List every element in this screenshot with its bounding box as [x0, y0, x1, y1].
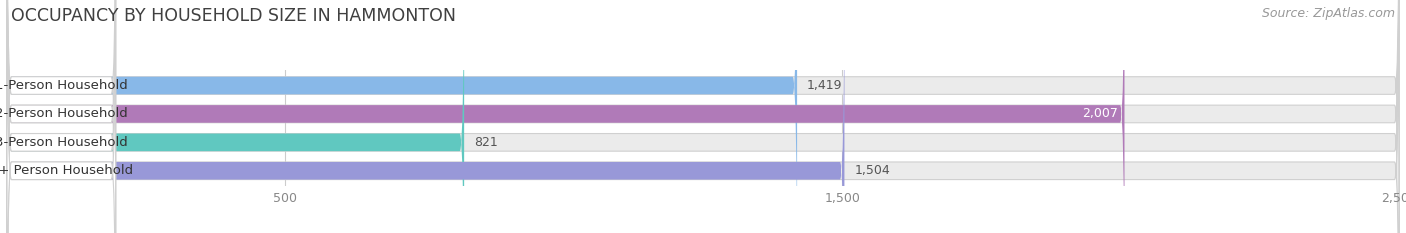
Text: 1,504: 1,504: [855, 164, 890, 177]
FancyBboxPatch shape: [7, 0, 115, 233]
Text: 4+ Person Household: 4+ Person Household: [0, 164, 134, 177]
FancyBboxPatch shape: [7, 0, 115, 233]
Text: 1,419: 1,419: [807, 79, 842, 92]
Text: 2-Person Household: 2-Person Household: [0, 107, 128, 120]
Text: 3-Person Household: 3-Person Household: [0, 136, 128, 149]
FancyBboxPatch shape: [7, 0, 1399, 233]
FancyBboxPatch shape: [7, 0, 115, 233]
FancyBboxPatch shape: [7, 0, 797, 233]
Text: 1-Person Household: 1-Person Household: [0, 79, 128, 92]
FancyBboxPatch shape: [7, 0, 115, 233]
FancyBboxPatch shape: [7, 0, 1399, 233]
Text: 821: 821: [474, 136, 498, 149]
FancyBboxPatch shape: [7, 0, 1399, 233]
FancyBboxPatch shape: [7, 0, 1399, 233]
FancyBboxPatch shape: [7, 0, 845, 233]
Text: OCCUPANCY BY HOUSEHOLD SIZE IN HAMMONTON: OCCUPANCY BY HOUSEHOLD SIZE IN HAMMONTON: [11, 7, 457, 25]
Text: Source: ZipAtlas.com: Source: ZipAtlas.com: [1261, 7, 1395, 20]
FancyBboxPatch shape: [7, 0, 464, 233]
FancyBboxPatch shape: [7, 0, 1125, 233]
Text: 2,007: 2,007: [1083, 107, 1118, 120]
